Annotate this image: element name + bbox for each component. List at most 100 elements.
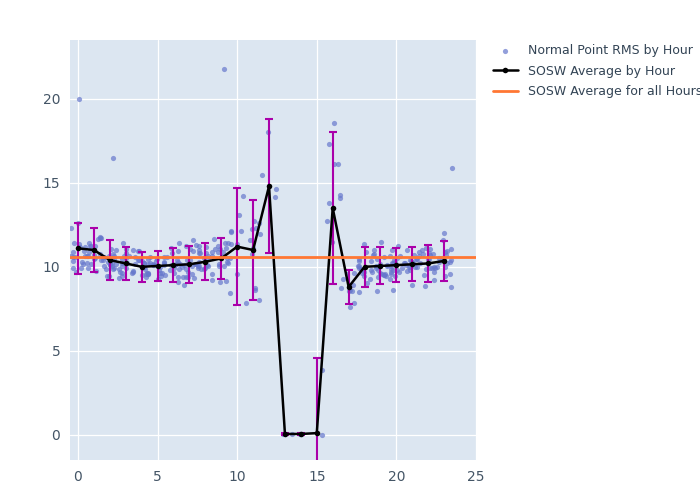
Normal Point RMS by Hour (442, 248, 453, 256)
Normal Point RMS by Hour (407, 258, 418, 266)
Normal Point RMS by Hour (157, 269, 168, 277)
Normal Point RMS by Hour (67, 252, 78, 260)
Normal Point RMS by Hour (193, 249, 204, 257)
Normal Point RMS by Hour (178, 280, 190, 288)
Normal Point RMS by Hour (419, 270, 430, 278)
Normal Point RMS by Hour (116, 255, 127, 263)
Normal Point RMS by Hour (389, 256, 400, 264)
Normal Point RMS by Hour (88, 254, 99, 262)
Normal Point RMS by Hour (107, 154, 118, 162)
Normal Point RMS by Hour (159, 272, 170, 280)
Normal Point RMS by Hour (424, 251, 435, 259)
Normal Point RMS by Hour (166, 248, 177, 256)
Normal Point RMS by Hour (431, 264, 442, 272)
Normal Point RMS by Hour (113, 274, 125, 282)
Normal Point RMS by Hour (223, 240, 234, 248)
Normal Point RMS by Hour (201, 262, 212, 270)
Normal Point RMS by Hour (381, 262, 392, 270)
Normal Point RMS by Hour (392, 266, 403, 274)
Normal Point RMS by Hour (379, 252, 390, 260)
Normal Point RMS by Hour (120, 254, 132, 262)
Normal Point RMS by Hour (195, 248, 206, 256)
Normal Point RMS by Hour (85, 242, 97, 250)
Normal Point RMS by Hour (437, 236, 448, 244)
Normal Point RMS by Hour (158, 259, 169, 267)
Normal Point RMS by Hour (337, 275, 349, 283)
Normal Point RMS by Hour (286, 430, 297, 438)
Normal Point RMS by Hour (214, 278, 225, 285)
Normal Point RMS by Hour (90, 242, 101, 250)
Normal Point RMS by Hour (424, 256, 435, 264)
Normal Point RMS by Hour (116, 272, 127, 280)
Normal Point RMS by Hour (183, 268, 194, 276)
Normal Point RMS by Hour (361, 278, 372, 286)
Normal Point RMS by Hour (234, 211, 245, 219)
Normal Point RMS by Hour (360, 248, 372, 256)
Normal Point RMS by Hour (83, 238, 94, 246)
Normal Point RMS by Hour (393, 268, 404, 276)
Normal Point RMS by Hour (400, 262, 411, 270)
Normal Point RMS by Hour (95, 234, 106, 241)
Normal Point RMS by Hour (155, 272, 167, 280)
Normal Point RMS by Hour (401, 266, 412, 274)
Normal Point RMS by Hour (191, 260, 202, 268)
Normal Point RMS by Hour (165, 244, 176, 252)
Normal Point RMS by Hour (136, 271, 148, 279)
Normal Point RMS by Hour (403, 263, 414, 271)
Normal Point RMS by Hour (421, 244, 432, 252)
Normal Point RMS by Hour (132, 256, 144, 264)
Normal Point RMS by Hour (442, 260, 453, 268)
Normal Point RMS by Hour (385, 262, 396, 270)
SOSW Average by Hour (424, 260, 433, 266)
Normal Point RMS by Hour (213, 242, 224, 250)
Normal Point RMS by Hour (108, 264, 120, 272)
Normal Point RMS by Hour (222, 254, 233, 262)
Normal Point RMS by Hour (412, 255, 423, 263)
SOSW Average by Hour (249, 247, 258, 253)
Normal Point RMS by Hour (145, 253, 156, 261)
Line: SOSW Average by Hour: SOSW Average by Hour (75, 184, 447, 436)
Normal Point RMS by Hour (108, 250, 119, 258)
Normal Point RMS by Hour (440, 264, 451, 272)
Normal Point RMS by Hour (158, 258, 169, 266)
Normal Point RMS by Hour (154, 270, 165, 278)
Normal Point RMS by Hour (111, 260, 122, 268)
Normal Point RMS by Hour (108, 265, 119, 273)
Normal Point RMS by Hour (404, 256, 415, 264)
Normal Point RMS by Hour (193, 264, 204, 272)
Normal Point RMS by Hour (173, 278, 184, 285)
Normal Point RMS by Hour (413, 252, 424, 260)
Normal Point RMS by Hour (180, 274, 191, 281)
Normal Point RMS by Hour (336, 284, 347, 292)
Normal Point RMS by Hour (116, 262, 127, 270)
Normal Point RMS by Hour (142, 268, 153, 276)
Normal Point RMS by Hour (344, 287, 355, 295)
Normal Point RMS by Hour (445, 256, 456, 264)
Normal Point RMS by Hour (176, 262, 188, 270)
Normal Point RMS by Hour (145, 259, 156, 267)
Normal Point RMS by Hour (406, 280, 417, 288)
Normal Point RMS by Hour (224, 290, 235, 298)
Normal Point RMS by Hour (188, 236, 199, 244)
Normal Point RMS by Hour (220, 244, 232, 252)
Normal Point RMS by Hour (95, 256, 106, 264)
Normal Point RMS by Hour (440, 251, 452, 259)
Normal Point RMS by Hour (400, 260, 411, 268)
Normal Point RMS by Hour (368, 246, 379, 254)
Normal Point RMS by Hour (358, 268, 370, 276)
Normal Point RMS by Hour (349, 299, 360, 307)
Normal Point RMS by Hour (172, 273, 183, 281)
Normal Point RMS by Hour (329, 119, 340, 127)
Normal Point RMS by Hour (142, 269, 153, 277)
Normal Point RMS by Hour (412, 262, 423, 270)
Normal Point RMS by Hour (120, 245, 131, 253)
SOSW Average by Hour (106, 257, 114, 263)
Normal Point RMS by Hour (397, 264, 408, 272)
Normal Point RMS by Hour (108, 252, 119, 260)
Normal Point RMS by Hour (372, 287, 383, 295)
Normal Point RMS by Hour (82, 252, 93, 260)
Normal Point RMS by Hour (249, 284, 260, 292)
Normal Point RMS by Hour (329, 160, 340, 168)
Normal Point RMS by Hour (173, 258, 184, 266)
Normal Point RMS by Hour (169, 261, 181, 269)
